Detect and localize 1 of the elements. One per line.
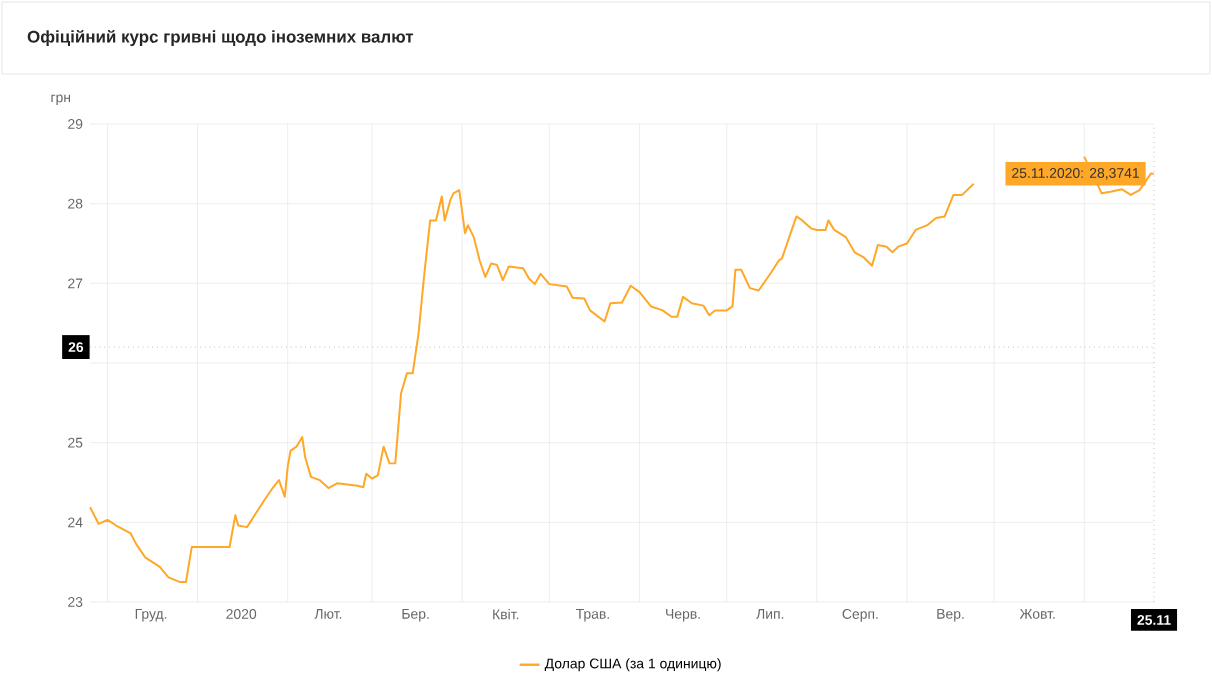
chart-title: Офіційний курс гривні щодо іноземних валют — [27, 29, 414, 47]
